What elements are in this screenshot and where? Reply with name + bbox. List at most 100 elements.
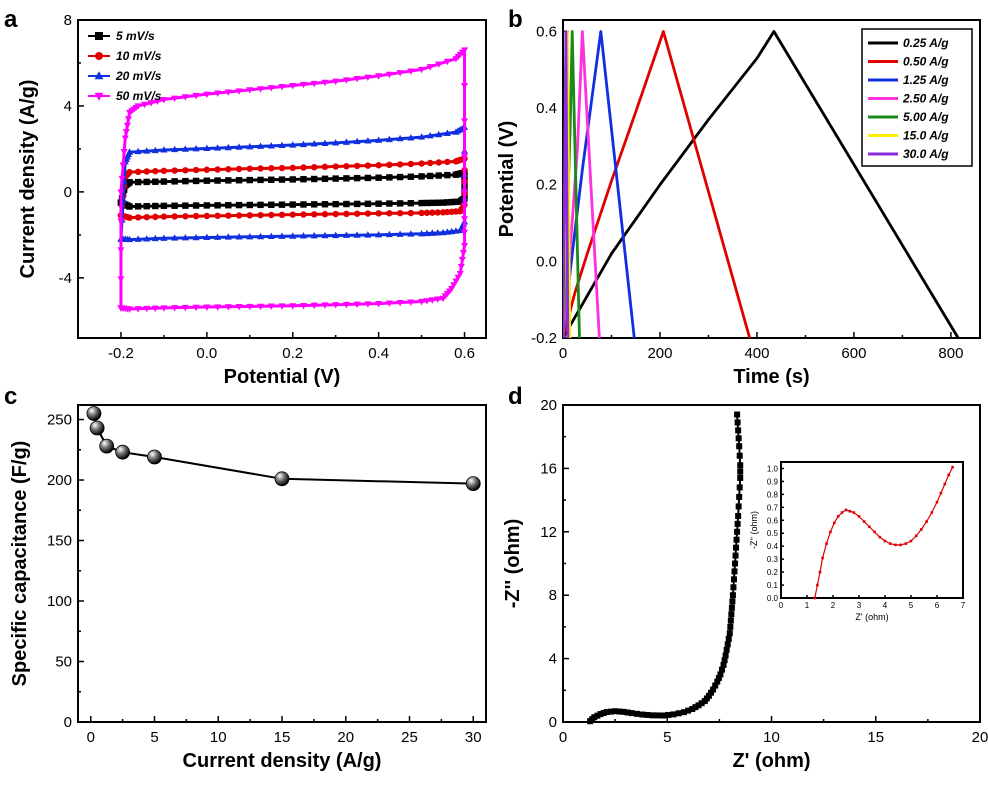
data-point [947, 473, 950, 477]
data-point [821, 556, 824, 560]
data-point [126, 148, 134, 155]
series-30-0-a-g [563, 30, 570, 338]
data-point [171, 202, 178, 209]
data-point [143, 235, 151, 242]
data-point [705, 692, 712, 699]
data-point [257, 142, 265, 149]
data-point [192, 233, 200, 241]
data-point [452, 278, 460, 285]
data-point [710, 686, 717, 693]
data-point [289, 211, 296, 218]
data-point [725, 635, 732, 642]
data-point [909, 539, 913, 543]
data-point [311, 175, 318, 183]
y-tick-label: 0 [64, 184, 72, 201]
data-point [299, 140, 307, 148]
data-point [117, 276, 125, 283]
data-point [171, 234, 179, 241]
panel-letter-a: a [4, 6, 18, 33]
x-tick-label: 20 [337, 729, 354, 746]
x-tick-label: 5 [909, 601, 914, 610]
data-point [332, 175, 339, 182]
data-point [235, 165, 243, 173]
data-point [311, 201, 318, 208]
data-point [423, 199, 431, 207]
panel-letter-d: d [508, 383, 523, 410]
data-point [435, 130, 443, 138]
data-point [375, 136, 383, 143]
data-point [278, 141, 286, 149]
data-point [214, 202, 221, 209]
data-point [737, 474, 744, 481]
x-axis-title: Potential (V) [224, 366, 341, 388]
x-tick-label: 600 [841, 345, 866, 362]
data-point [120, 149, 128, 156]
x-tick-label: 0 [779, 601, 784, 610]
data-point [235, 88, 243, 95]
data-point [730, 584, 737, 591]
data-point [396, 200, 404, 207]
data-point [160, 234, 168, 241]
y-tick-label: 0.4 [536, 100, 557, 117]
data-point [182, 177, 189, 185]
data-point [385, 71, 393, 79]
y-tick-label: 200 [47, 472, 72, 489]
data-point [443, 228, 451, 235]
data-point [246, 176, 253, 184]
data-point [407, 230, 415, 237]
data-point [930, 511, 934, 514]
data-point [257, 303, 265, 311]
data-point [117, 218, 125, 225]
data-point [385, 135, 393, 143]
data-point [278, 164, 286, 172]
data-point [235, 212, 243, 219]
data-point [698, 700, 705, 707]
data-point [458, 257, 466, 264]
data-point [407, 173, 415, 180]
data-point [444, 158, 451, 166]
data-point [692, 704, 699, 711]
legend-label: 15.0 A/g [903, 129, 949, 143]
data-point [332, 200, 339, 208]
data-point [364, 210, 372, 217]
data-point [86, 406, 102, 421]
data-point [396, 70, 404, 77]
data-point [225, 212, 232, 219]
y-axis-title: -Z'' (ohm) [502, 519, 524, 608]
data-point [225, 202, 232, 209]
data-point [868, 525, 871, 529]
data-point [353, 174, 361, 182]
data-point [857, 515, 861, 518]
y-tick-label: 8 [64, 12, 72, 29]
data-point [407, 299, 415, 306]
data-point [435, 172, 442, 179]
data-point [715, 675, 722, 682]
data-point [214, 144, 222, 151]
data-point [311, 211, 318, 218]
series-capacitance [86, 406, 481, 492]
y-tick-label: 0.5 [767, 529, 779, 538]
x-tick-label: 3 [857, 601, 862, 610]
data-point [364, 200, 372, 208]
data-point [735, 503, 742, 510]
x-tick-label: 20 [972, 729, 988, 746]
data-point [278, 176, 286, 183]
data-point [274, 471, 290, 487]
data-point [428, 297, 436, 304]
legend-label: 5.00 A/g [903, 110, 949, 124]
data-point [721, 657, 728, 664]
data-point [624, 709, 631, 716]
data-point [300, 211, 307, 218]
data-point [192, 145, 200, 152]
data-point [278, 232, 286, 239]
data-point [616, 708, 623, 715]
data-point [246, 165, 253, 172]
data-point [141, 101, 149, 109]
data-point [99, 438, 115, 454]
data-point [332, 139, 340, 146]
x-tick-label: 800 [938, 345, 963, 362]
data-point [192, 304, 200, 312]
data-point [119, 162, 127, 169]
data-point [439, 209, 447, 216]
